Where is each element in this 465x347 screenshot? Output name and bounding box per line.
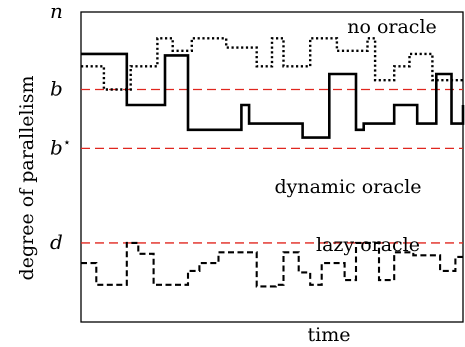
series-line-dynamic-oracle <box>81 52 465 139</box>
level-label-b: b <box>50 77 63 101</box>
x-axis-label: time <box>308 324 351 346</box>
level-labels: n b b⋆ d <box>50 0 71 254</box>
threshold-lines <box>81 88 463 244</box>
series-label-lazy-oracle: lazy oracle <box>316 234 420 256</box>
plot-frame <box>80 11 464 323</box>
series-line-lazy-oracle <box>81 241 463 288</box>
series-label-no-oracle: no oracle <box>347 16 437 38</box>
level-label-n: n <box>50 0 63 23</box>
series-line-no-oracle <box>81 37 463 91</box>
level-label-d: d <box>50 230 63 254</box>
y-axis-label: degree of parallelism <box>16 76 38 281</box>
series-label-dynamic-oracle: dynamic oracle <box>274 176 421 198</box>
level-label-bstar: b⋆ <box>50 135 71 159</box>
series-paths <box>81 37 465 288</box>
